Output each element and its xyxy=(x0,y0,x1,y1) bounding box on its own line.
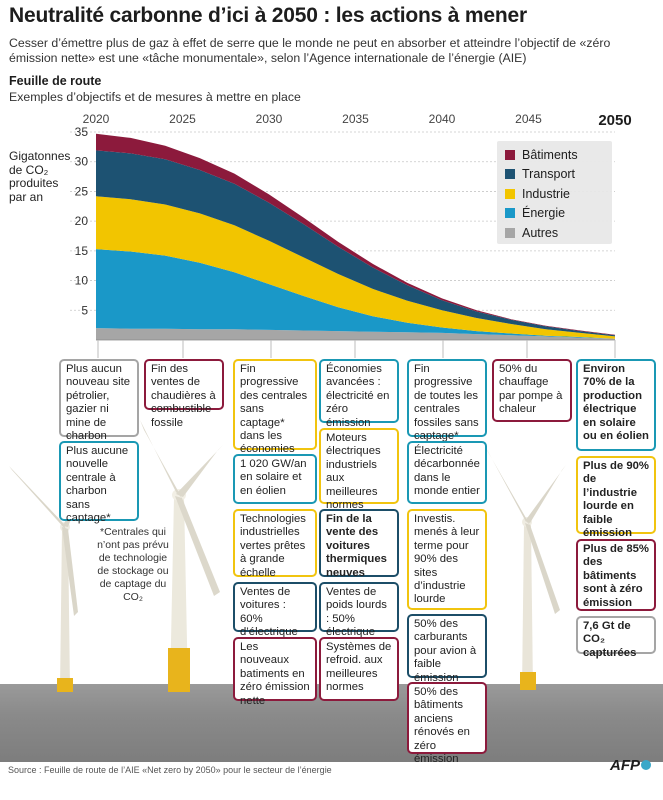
x-tick-label: 2040 xyxy=(429,112,456,126)
legend-label: Transport xyxy=(522,167,576,182)
footnote-captage: *Centrales qui n’ont pas prévu de techno… xyxy=(97,526,169,603)
legend-swatch xyxy=(505,227,515,238)
section-title: Feuille de route xyxy=(9,74,102,88)
legend-item-autres: Autres xyxy=(505,223,612,243)
action-box-2035-trucks: Ventes de poids lourds : 50% électrique xyxy=(319,582,399,638)
legend-label: Autres xyxy=(522,225,559,240)
action-box-2030-solar-wind: 1 020 GW/an en solaire et en éolien xyxy=(233,454,317,504)
afp-logo-dot xyxy=(641,760,651,770)
y-axis-label: Gigatonnes de CO₂ produites par an xyxy=(9,149,71,204)
year-leader-lines xyxy=(97,340,616,358)
legend-swatch xyxy=(505,208,515,219)
action-box-2050-renewables: Environ 70% de la production électrique … xyxy=(576,359,656,451)
y-tick-label: 30 xyxy=(75,155,89,169)
action-box-2040-aviation-fuel: 50% des carburants pour avion à faible é… xyxy=(407,614,487,684)
x-tick-label: 2045 xyxy=(515,112,542,126)
y-tick-label: 5 xyxy=(81,303,88,317)
area-series-autres xyxy=(96,328,615,340)
wind-turbine-icon xyxy=(140,420,224,692)
action-box-2035-electricity: Économies avancées : électricité en zéro… xyxy=(319,359,399,429)
area-series-batiments xyxy=(96,133,615,336)
action-box-2040-fossil-plants: Fin progressive de toutes les centrales … xyxy=(407,359,487,442)
action-box-2030-buildings: Les nouveaux batiments en zéro émission … xyxy=(233,637,317,707)
legend-label: Énergie xyxy=(522,206,566,221)
y-tick-label: 35 xyxy=(75,125,89,139)
y-tick-label: 10 xyxy=(75,274,89,288)
legend-item-industrie: Industrie xyxy=(505,184,612,204)
legend-swatch xyxy=(505,169,515,180)
action-box-2025-boilers: Fin des ventes de chaudières à combustib… xyxy=(144,359,224,429)
action-box-2045-heat-pumps: 50% du chauffage par pompe à chaleur xyxy=(492,359,572,422)
source-note: Source : Feuille de route de l’AIE «Net … xyxy=(8,765,332,775)
action-box-2050-heavy-industry: Plus de 90% de l’industrie lourde en fai… xyxy=(576,456,656,539)
x-tick-label: 2020 xyxy=(83,112,110,126)
legend-label: Industrie xyxy=(522,186,570,201)
action-box-2040-heavy-industry: Investis. menés à leur terme pour 90% de… xyxy=(407,509,487,610)
x-tick-label: 2035 xyxy=(342,112,369,126)
y-tick-label: 15 xyxy=(75,244,89,258)
action-box-2035-cooling: Systèmes de refroid. aux meilleures norm… xyxy=(319,637,399,701)
chart-legend: Bâtiments Transport Industrie Énergie Au… xyxy=(497,141,612,244)
action-box-2020-oil-gas: Plus aucun nouveau site pétrolier, gazie… xyxy=(59,359,139,442)
action-box-2030-industry-tech: Technologies industrielles vertes prêtes… xyxy=(233,509,317,579)
page-title: Neutralité carbonne d’ici à 2050 : les a… xyxy=(9,4,527,27)
legend-swatch xyxy=(505,149,515,160)
action-box-2030-plants: Fin progressive des centrales sans capta… xyxy=(233,359,317,469)
section-subtitle: Exemples d’objectifs et de mesures à met… xyxy=(9,90,301,104)
action-box-2040-decarbonised-power: Électricité décarbonnée dans le monde en… xyxy=(407,441,487,504)
x-tick-label: 2025 xyxy=(169,112,196,126)
action-box-2050-capture: 7,6 Gt de CO₂ capturées xyxy=(576,616,656,659)
wind-turbine-icon xyxy=(485,446,566,690)
action-box-2050-buildings: Plus de 85% des bâtiments sont à zéro ém… xyxy=(576,539,656,611)
legend-label: Bâtiments xyxy=(522,147,578,162)
y-tick-label: 20 xyxy=(75,214,89,228)
action-box-2035-thermal-cars: Fin de la vente des voitures thermiques … xyxy=(319,509,399,579)
area-series-transport xyxy=(96,150,615,337)
action-box-2040-renovation: 50% des bâtiments anciens rénovés en zér… xyxy=(407,682,487,765)
page-subtitle: Cesser d’émettre plus de gaz à effet de … xyxy=(9,36,611,65)
legend-item-batiments: Bâtiments xyxy=(505,145,612,165)
area-series-industrie xyxy=(96,196,615,339)
legend-item-energie: Énergie xyxy=(505,204,612,224)
action-box-2035-motors: Moteurs électriques industriels aux meil… xyxy=(319,428,399,511)
action-box-2030-cars: Ventes de voitures : 60% d’électrique xyxy=(233,582,317,638)
x-tick-label: 2050 xyxy=(598,112,631,129)
y-tick-label: 25 xyxy=(75,184,89,198)
legend-item-transport: Transport xyxy=(505,165,612,185)
afp-logo: AFP xyxy=(610,757,640,774)
action-box-2020-coal: Plus aucune nouvelle centrale à charbon … xyxy=(59,441,139,524)
area-series-energie xyxy=(96,249,615,339)
x-tick-label: 2030 xyxy=(256,112,283,126)
legend-swatch xyxy=(505,188,515,199)
